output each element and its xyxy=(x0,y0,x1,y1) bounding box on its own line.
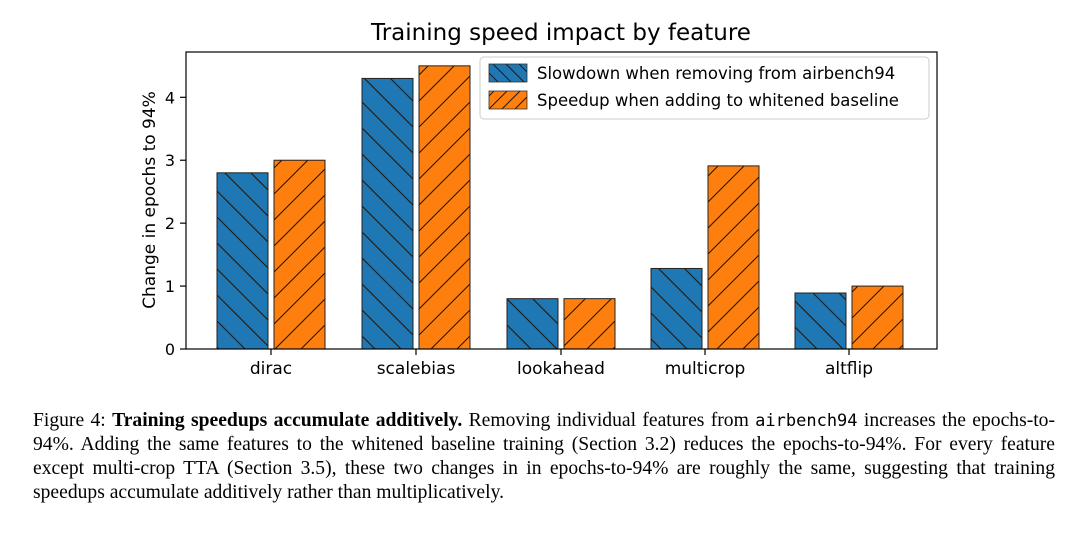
caption-text-1: Removing individual features from xyxy=(468,410,749,431)
caption-bold-title: Training speedups accumulate additively. xyxy=(112,410,463,431)
caption-code: airbench94 xyxy=(755,411,858,431)
bar-hatch-dirac-slowdown xyxy=(216,172,269,350)
y-ticks-group: 0 1 2 3 4 xyxy=(165,88,186,359)
y-tick-label: 1 xyxy=(165,277,175,296)
legend-swatch-slowdown-hatch xyxy=(488,63,528,83)
x-ticks-group: dirac scalebias lookahead multicrop altflip xyxy=(250,349,873,379)
x-tick-label-dirac: dirac xyxy=(250,359,292,379)
bar-hatch-multicrop-slowdown xyxy=(650,267,703,350)
y-tick-label: 0 xyxy=(165,340,175,359)
x-tick-label-multicrop: multicrop xyxy=(665,359,746,379)
bar-hatch-scalebias-slowdown xyxy=(361,77,414,350)
legend-box xyxy=(479,56,930,120)
bar-hatch-lookahead-speedup xyxy=(563,298,616,350)
x-tick-label-scalebias: scalebias xyxy=(377,359,456,379)
caption-text-2: increases the epochs-to-94%. Adding the … xyxy=(33,410,1055,503)
caption-label: Figure 4: xyxy=(33,410,106,431)
x-tick-label-altflip: altflip xyxy=(825,359,873,379)
bar-hatch-lookahead-slowdown xyxy=(506,298,559,350)
y-tick-label: 2 xyxy=(165,214,175,233)
y-tick-label: 4 xyxy=(165,88,175,107)
legend-label-slowdown: Slowdown when removing from airbench94 xyxy=(537,64,895,83)
legend-label-speedup: Speedup when adding to whitened baseline xyxy=(537,91,899,110)
bar-hatch-multicrop-speedup xyxy=(707,165,760,350)
bar-hatch-altflip-speedup xyxy=(851,285,904,350)
bar-hatch-dirac-speedup xyxy=(273,159,326,350)
figure-caption: Figure 4: Training speedups accumulate a… xyxy=(33,409,1055,505)
bars-group xyxy=(216,65,904,350)
y-axis-label: Change in epochs to 94% xyxy=(140,91,160,309)
chart-title: Training speed impact by feature xyxy=(370,20,751,46)
bar-hatch-scalebias-speedup xyxy=(418,65,471,350)
bar-hatch-altflip-slowdown xyxy=(794,292,847,350)
legend: Slowdown when removing from airbench94 S… xyxy=(479,56,930,120)
x-tick-label-lookahead: lookahead xyxy=(517,359,605,379)
plot-frame xyxy=(185,51,938,350)
y-tick-label: 3 xyxy=(165,151,175,170)
legend-swatch-speedup-hatch xyxy=(488,90,528,110)
bar-chart: Training speed impact by feature Change … xyxy=(140,20,938,379)
